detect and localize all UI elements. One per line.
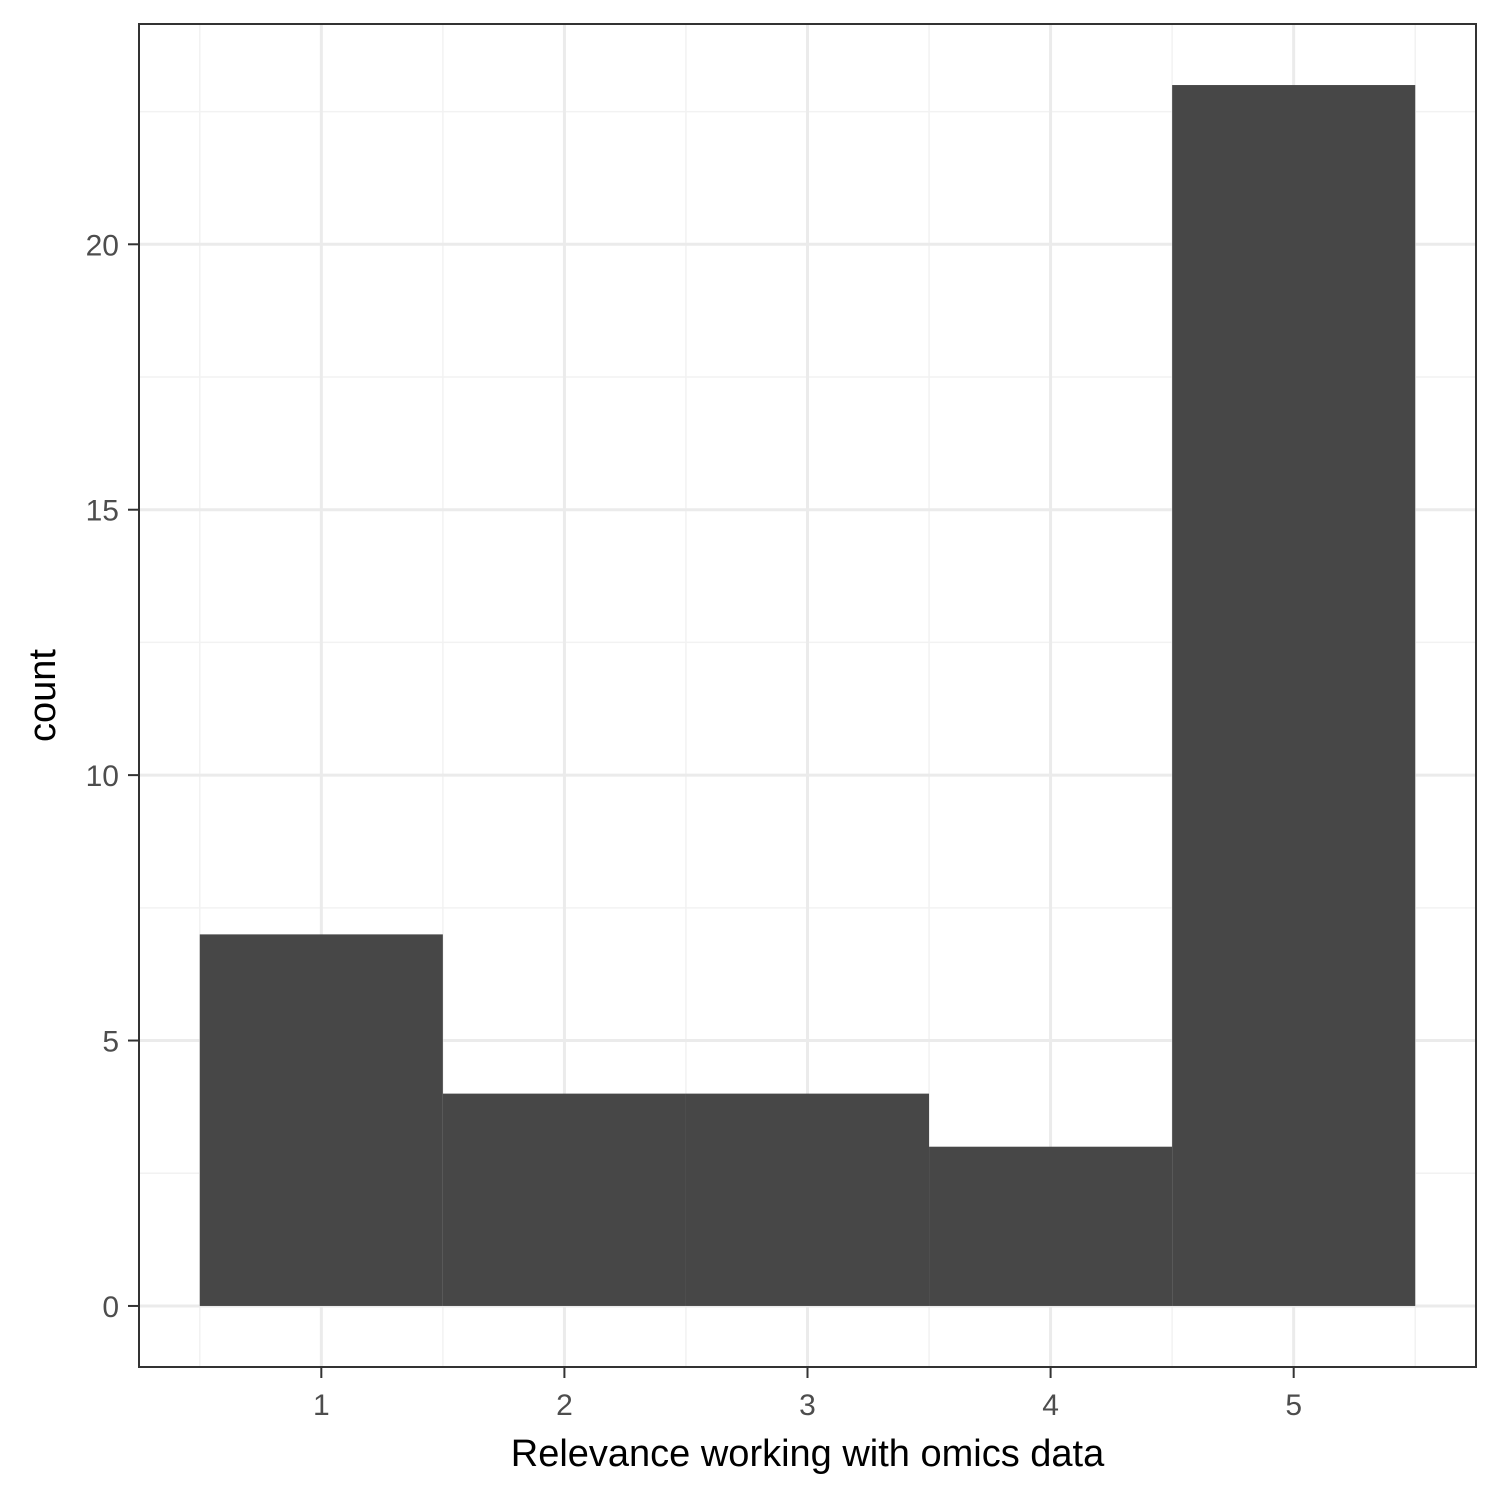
x-axis-ticks: 1 2 3 4 5 <box>313 1367 1302 1422</box>
x-tick-label: 1 <box>313 1389 330 1422</box>
y-tick-label: 10 <box>86 760 119 793</box>
y-tick-label: 5 <box>102 1026 119 1059</box>
x-tick-label: 2 <box>556 1389 573 1422</box>
histogram-bar <box>442 1093 686 1306</box>
x-tick-label: 4 <box>1042 1389 1059 1422</box>
histogram-bar <box>1172 85 1416 1306</box>
y-axis-title: count <box>22 649 64 742</box>
y-tick-label: 0 <box>102 1291 119 1324</box>
histogram-bar <box>199 934 443 1306</box>
x-tick-label: 5 <box>1285 1389 1302 1422</box>
histogram-bar <box>929 1146 1173 1306</box>
x-axis-title: Relevance working with omics data <box>511 1433 1105 1475</box>
x-tick-label: 3 <box>799 1389 816 1422</box>
y-axis-ticks: 0 5 10 15 20 <box>86 229 139 1324</box>
y-tick-label: 15 <box>86 495 119 528</box>
histogram-bar <box>685 1093 930 1306</box>
y-tick-label: 20 <box>86 229 119 262</box>
histogram-bars <box>199 85 1416 1306</box>
